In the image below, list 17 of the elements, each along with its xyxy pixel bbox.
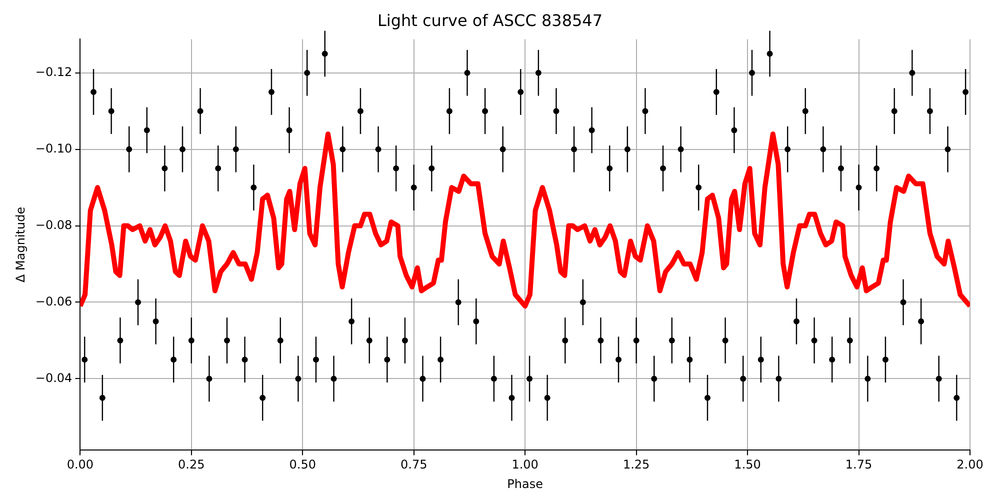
y-tick-label: −0.04 bbox=[35, 370, 72, 385]
y-axis-title: Δ Magnitude bbox=[13, 206, 28, 283]
x-tick-label: 1.50 bbox=[734, 458, 761, 472]
y-tick-label: −0.10 bbox=[35, 141, 72, 156]
x-tick-label: 1.00 bbox=[512, 458, 538, 472]
x-tick-label: 0.25 bbox=[178, 458, 205, 472]
y-tick-label: −0.12 bbox=[35, 64, 72, 79]
chart-title: Light curve of ASCC 838547 bbox=[377, 10, 603, 30]
y-tick-label: −0.08 bbox=[35, 218, 72, 232]
y-tick-label: −0.06 bbox=[35, 294, 72, 308]
x-tick-label: 2.00 bbox=[956, 458, 984, 472]
x-tick-label: 1.75 bbox=[845, 458, 872, 472]
x-tick-label: 0.50 bbox=[289, 458, 316, 472]
x-tick-label: 1.25 bbox=[622, 458, 650, 472]
x-tick-label: 0.00 bbox=[66, 458, 94, 472]
x-tick-label: 0.75 bbox=[400, 458, 428, 472]
x-axis-title: Phase bbox=[507, 476, 544, 491]
